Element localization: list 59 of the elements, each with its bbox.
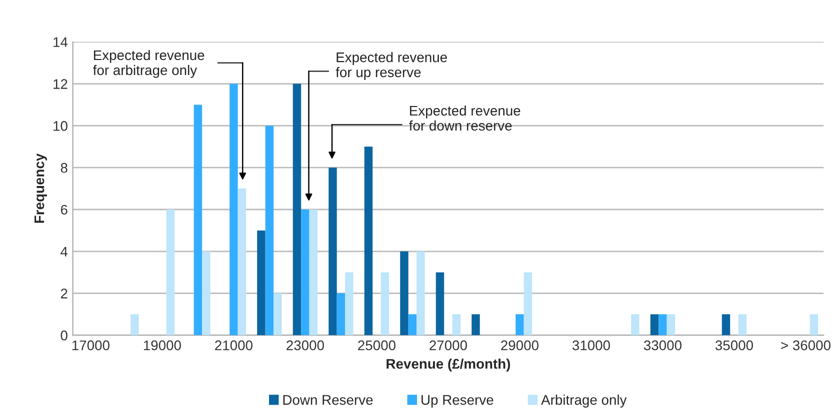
y-tick-label: 6 — [60, 204, 68, 215]
bar — [436, 272, 444, 336]
legend-label: Arbitrage only — [541, 394, 627, 408]
bar — [524, 272, 532, 336]
x-tick-label: 21000 — [215, 340, 252, 350]
bar — [631, 314, 640, 336]
annotation: Expected revenue for down reserve — [409, 105, 520, 131]
bar — [292, 84, 302, 336]
annotation: Expected revenue for arbitrage only — [93, 50, 204, 78]
x-tick-label: > 36000 — [781, 340, 830, 350]
x-tick-label: 25000 — [358, 340, 396, 350]
bar — [738, 314, 747, 336]
bar — [416, 251, 425, 336]
y-tick-label: 2 — [60, 288, 68, 298]
bar — [238, 188, 246, 336]
legend-label: Up Reserve — [422, 395, 494, 408]
x-tick-label: 17000 — [72, 340, 110, 350]
x-tick-label: 23000 — [286, 340, 324, 350]
bar — [194, 104, 202, 336]
x-tick-label: 29000 — [501, 340, 538, 350]
bar — [202, 251, 210, 336]
y-tick-label: 4 — [60, 246, 68, 256]
y-tick-label: 12 — [54, 79, 68, 89]
y-tick-label: 0 — [60, 330, 68, 340]
bar — [301, 210, 310, 336]
bar — [472, 314, 480, 336]
bar — [274, 293, 282, 336]
bar — [408, 314, 417, 336]
x-tick-label: 19000 — [144, 340, 181, 350]
y-tick-label: 14 — [54, 37, 68, 47]
bar — [166, 210, 175, 336]
bar — [328, 168, 337, 336]
x-axis-title: Revenue (£/month) — [386, 358, 510, 372]
bar — [452, 314, 461, 336]
bar — [309, 210, 318, 336]
bar — [364, 146, 373, 336]
bar — [722, 314, 730, 336]
bar — [400, 251, 408, 336]
bar — [265, 126, 274, 336]
bar — [130, 314, 139, 336]
bar — [345, 272, 354, 336]
x-tick-label: 33000 — [644, 340, 682, 350]
y-axis-title: Frequency — [34, 154, 47, 223]
x-tick-label: 35000 — [715, 340, 753, 350]
bar — [336, 293, 346, 336]
bar — [257, 230, 266, 336]
annotation: Expected revenue for up reserve — [336, 52, 447, 80]
bar — [810, 314, 818, 336]
bar — [658, 314, 667, 336]
legend-label: Down Reserve — [283, 395, 373, 405]
bar — [516, 314, 524, 336]
bar — [650, 314, 659, 336]
bar — [666, 314, 676, 336]
bar — [230, 84, 238, 336]
bar — [380, 272, 390, 336]
x-tick-label: 31000 — [572, 340, 610, 350]
y-tick-label: 10 — [54, 121, 68, 131]
y-tick-label: 8 — [60, 162, 68, 173]
x-tick-label: 27000 — [430, 340, 467, 350]
